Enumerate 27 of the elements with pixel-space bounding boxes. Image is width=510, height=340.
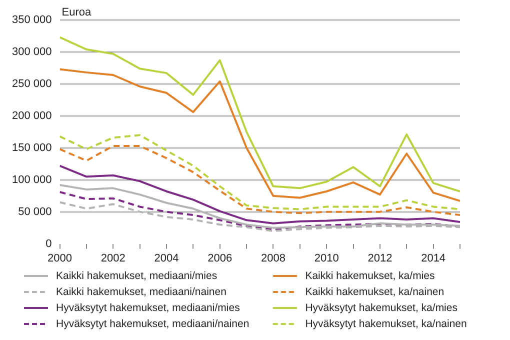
y-tick-label: 200 000 [12, 110, 52, 122]
x-tick-label: 2012 [368, 252, 392, 264]
y-tick-label: 0 [46, 238, 52, 250]
y-tick-label: 350 000 [12, 14, 52, 26]
y-axis-title: Euroa [62, 6, 92, 19]
x-tick-label: 2000 [48, 252, 72, 264]
legend-label: Kaikki hakemukset, mediaani/nainen [56, 286, 226, 298]
legend-label: Hyväksytyt hakemukset, ka/nainen [305, 318, 467, 330]
x-tick-label: 2002 [100, 252, 126, 264]
legend-label: Hyväksytyt hakemukset, mediaani/mies [56, 302, 240, 314]
x-tick-label: 2006 [208, 252, 232, 264]
y-tick-label: 150 000 [12, 142, 52, 154]
legend-label: Kaikki hakemukset, ka/nainen [305, 286, 444, 298]
x-tick-label: 2004 [154, 252, 179, 264]
y-tick-label: 300 000 [12, 46, 52, 58]
line-series [60, 134, 460, 210]
x-tick-label: 2010 [314, 252, 339, 264]
x-tick-label: 2008 [260, 252, 286, 264]
legend-label: Hyväksytyt hakemukset, mediaani/nainen [56, 318, 250, 330]
line-series [60, 144, 460, 216]
y-tick-label: 100 000 [12, 174, 52, 186]
y-tick-label: 50 000 [18, 206, 52, 218]
legend-label: Hyväksytyt hakemukset, ka/mies [305, 302, 458, 314]
legend-label: Kaikki hakemukset, ka/mies [305, 270, 435, 282]
y-tick-label: 250 000 [12, 78, 52, 90]
x-tick-label: 2014 [421, 252, 446, 264]
legend-label: Kaikki hakemukset, mediaani/mies [56, 270, 218, 282]
